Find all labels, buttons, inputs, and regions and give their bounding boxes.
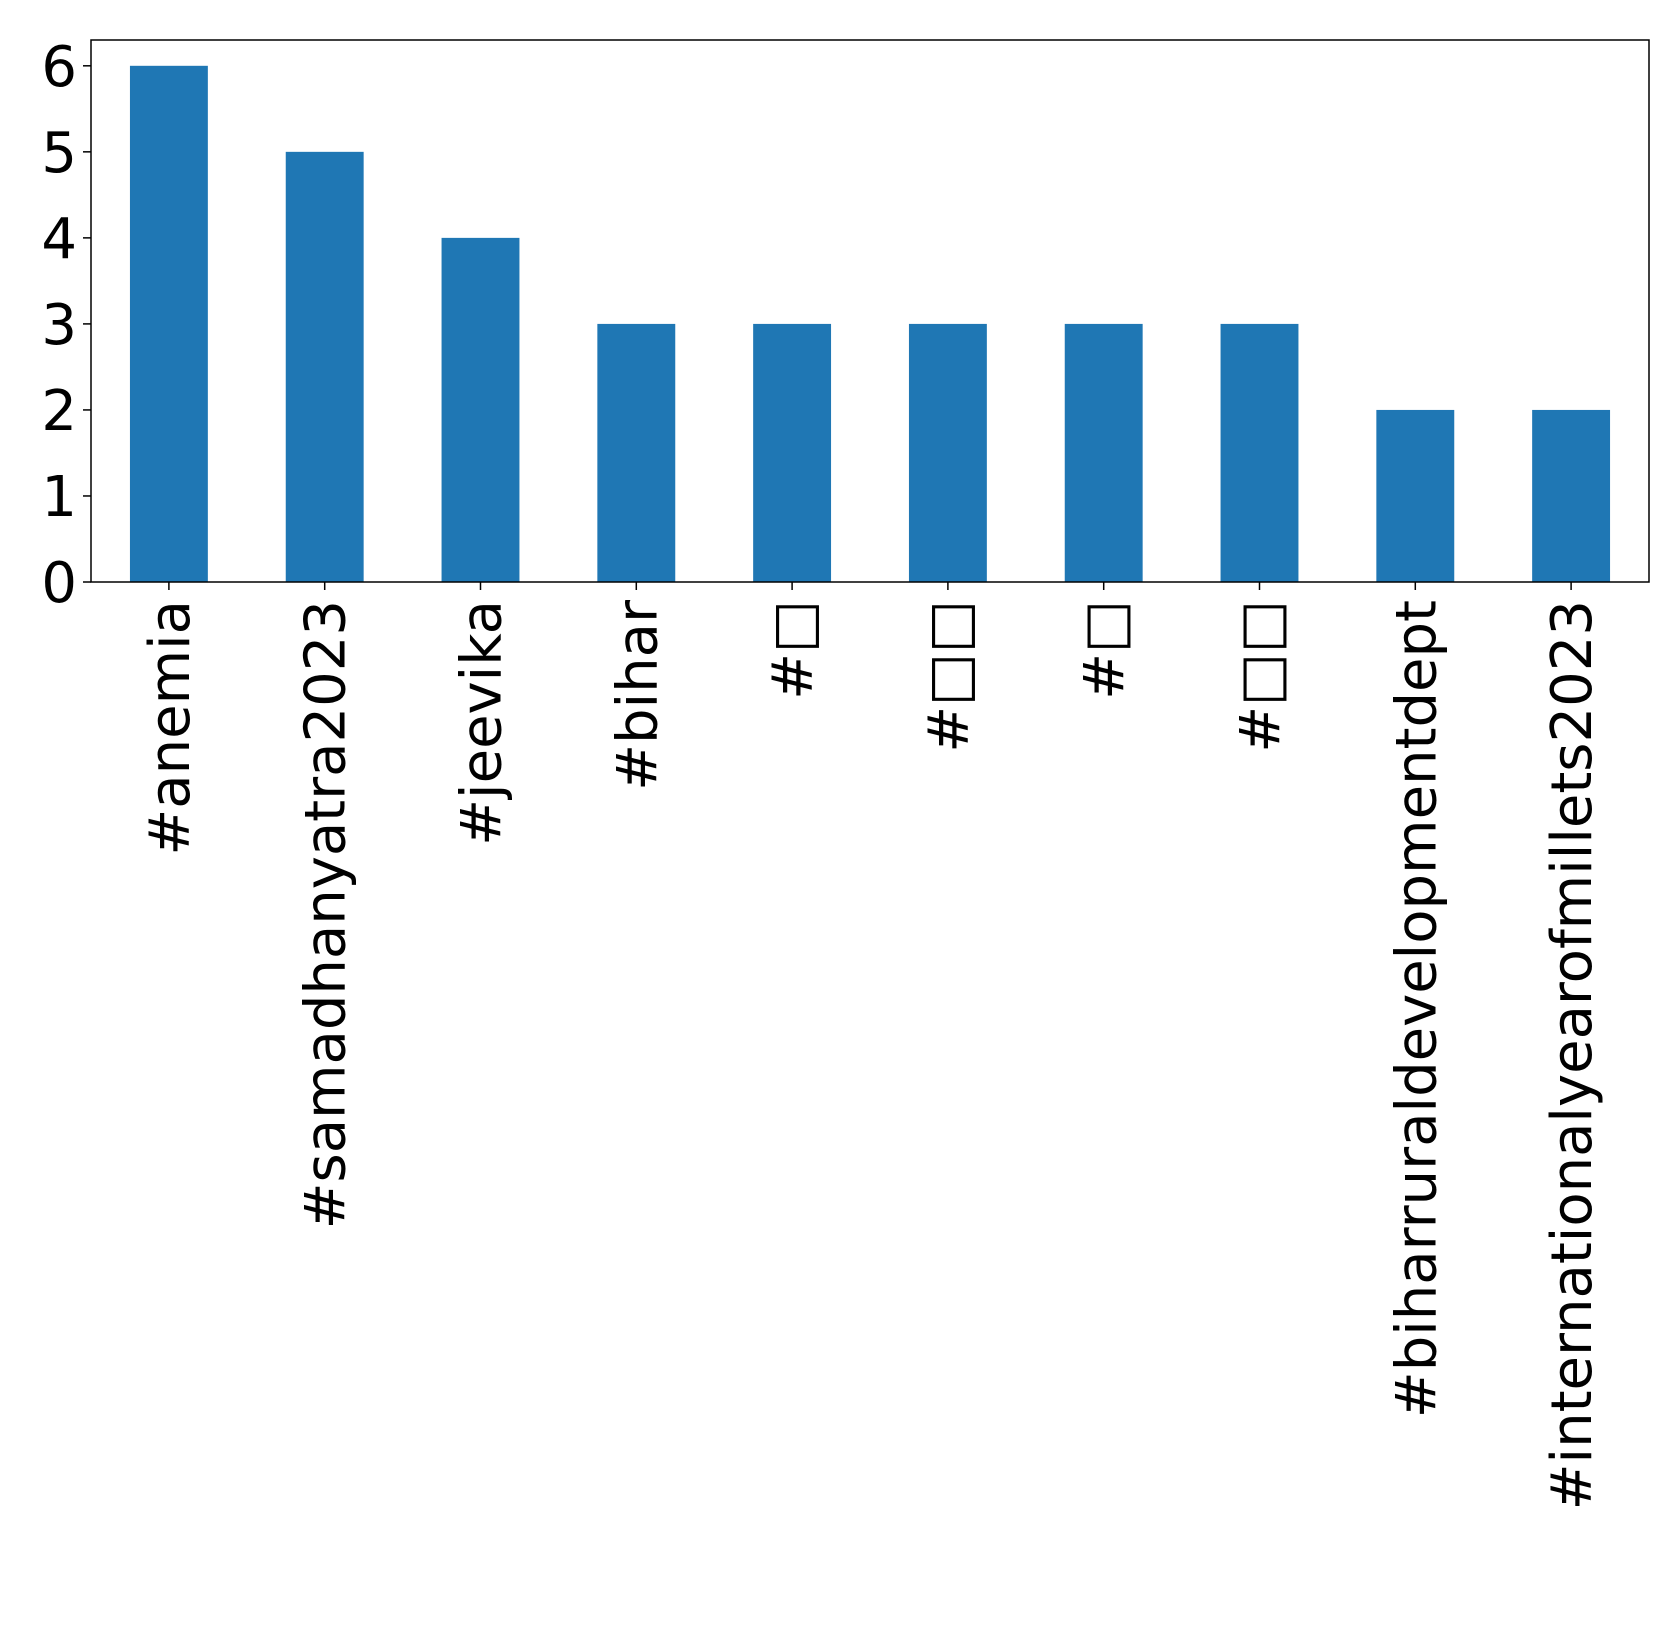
x-axis: #anemia #samadhanyatra2023 #jeevika #bihar #… [138,582,1605,1510]
bar [129,65,208,583]
y-tick-label: 2 [41,379,77,444]
x-tick-label: #internationalyearofmillets2023 [1540,600,1605,1510]
x-tick-label: #jeevika [450,600,515,846]
y-tick-label: 3 [41,293,77,358]
x-tick-label: #bihar [605,599,670,791]
bar [1532,409,1611,582]
bar [908,323,987,582]
bar [753,323,832,582]
bar [1220,323,1299,582]
plot-frame [90,39,1650,583]
bars-group [129,65,1611,583]
y-tick-label: 6 [41,35,77,100]
x-tick-label: #□□ [917,600,982,753]
x-tick-label: #samadhanyatra2023 [294,600,359,1229]
y-axis: 0 1 2 3 4 5 6 [41,35,91,616]
x-tick-label: #biharruraldevelopmentdept [1384,600,1449,1418]
x-tick-label: #□ [1073,600,1138,700]
y-tick-label: 1 [41,465,77,530]
bar [441,237,520,582]
x-tick-label: #anemia [138,600,203,856]
x-tick-label: #□ [761,600,826,700]
y-tick-label: 0 [41,551,77,616]
bar [1064,323,1143,582]
bar [285,151,364,583]
bar [597,323,676,582]
y-tick-label: 4 [41,207,77,272]
bar [1376,409,1455,582]
x-tick-label: #□□ [1229,600,1294,753]
y-tick-label: 5 [41,121,77,186]
